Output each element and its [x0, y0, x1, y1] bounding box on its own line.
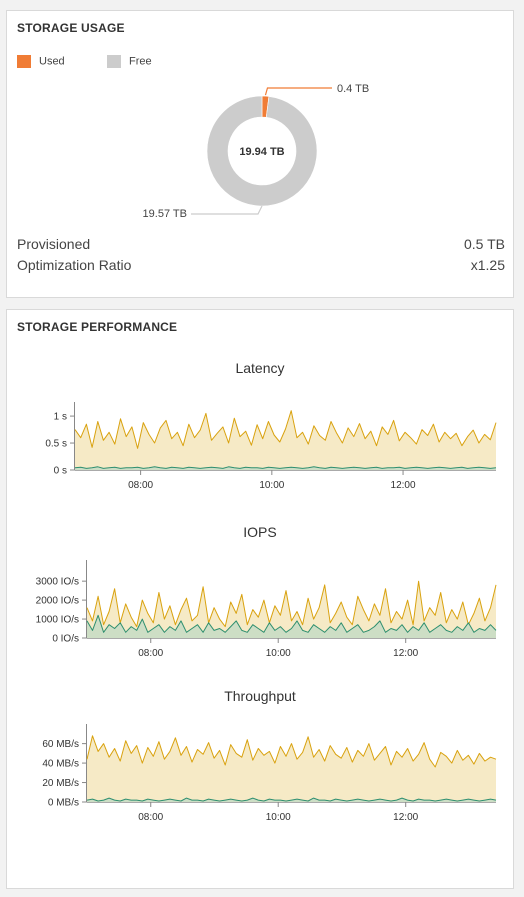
provisioned-label: Provisioned — [17, 236, 91, 252]
optimization-ratio-label: Optimization Ratio — [17, 257, 132, 273]
x-tick-label: 08:00 — [138, 812, 163, 823]
used-leader-line — [264, 87, 332, 96]
y-tick-label: 2000 IO/s — [36, 596, 79, 607]
legend-label-free: Free — [129, 55, 152, 68]
x-tick-label: 10:00 — [266, 648, 291, 659]
y-tick-label: 3000 IO/s — [36, 577, 79, 588]
optimization-ratio-value: x1.25 — [470, 257, 505, 273]
provisioned-value: 0.5 TB — [464, 236, 505, 252]
throughput-chart-title: Throughput — [224, 688, 296, 704]
series-area-1 — [87, 735, 496, 802]
y-tick-label: 0 MB/s — [48, 798, 79, 809]
series-line-1[interactable] — [74, 410, 497, 449]
used-value-label: 0.4 TB — [337, 83, 369, 95]
y-tick-label: 20 MB/s — [42, 778, 79, 789]
iops-chart-title: IOPS — [243, 524, 277, 540]
donut-slice-free[interactable] — [206, 95, 318, 207]
throughput-chart[interactable]: 0 MB/s 20 MB/s 40 MB/s 60 MB/s 08:00 10:00 12:… — [7, 718, 513, 830]
x-tick-label: 10:00 — [259, 480, 284, 491]
series-line-1[interactable] — [86, 735, 497, 768]
storage-usage-panel: STORAGE USAGE Used Free 19.94 TB 0.4 TB … — [6, 10, 514, 298]
series-area-1 — [87, 581, 496, 638]
donut-group — [206, 95, 318, 207]
legend-item-used[interactable]: Used — [17, 55, 65, 68]
x-tick-label: 10:00 — [266, 812, 291, 823]
y-tick-label: 1000 IO/s — [36, 615, 79, 626]
usage-donut-chart: 19.94 TB 0.4 TB 19.57 TB — [143, 83, 370, 220]
donut-center-label: 19.94 TB — [239, 146, 284, 158]
storage-usage-title: STORAGE USAGE — [17, 21, 125, 35]
series-line-2[interactable] — [86, 797, 497, 802]
x-tick-label: 08:00 — [138, 648, 163, 659]
y-tick-label: 40 MB/s — [42, 759, 79, 770]
x-tick-label: 12:00 — [393, 812, 418, 823]
iops-chart[interactable]: 0 IO/s 1000 IO/s 2000 IO/s 3000 IO/s 08:00 10… — [7, 554, 513, 666]
free-leader-line — [191, 205, 263, 215]
y-tick-label: 0 s — [54, 466, 67, 477]
y-tick-label: 0 IO/s — [52, 634, 79, 645]
x-tick-label: 12:00 — [391, 480, 416, 491]
y-tick-label: 60 MB/s — [42, 739, 79, 750]
series-area-2 — [75, 466, 496, 470]
y-tick-label: 1 s — [54, 412, 67, 423]
storage-performance-title: STORAGE PERFORMANCE — [17, 320, 178, 334]
free-value-label: 19.57 TB — [143, 208, 187, 220]
x-tick-label: 08:00 — [128, 480, 153, 491]
y-tick-label: 0.5 s — [45, 439, 67, 450]
series-line-2[interactable] — [74, 466, 497, 469]
legend-label-used: Used — [39, 55, 65, 68]
series-area-1 — [75, 410, 496, 470]
legend-swatch-free — [107, 55, 121, 68]
latency-chart-title: Latency — [235, 360, 285, 376]
series-line-1[interactable] — [86, 580, 497, 628]
x-tick-label: 12:00 — [393, 648, 418, 659]
series-area-2 — [87, 615, 496, 638]
latency-chart[interactable]: 0 s 0.5 s 1 s 08:00 10:00 12:00 — [7, 392, 513, 502]
legend-item-free[interactable]: Free — [107, 55, 152, 68]
legend-swatch-used — [17, 55, 31, 68]
series-line-2[interactable] — [86, 614, 497, 633]
